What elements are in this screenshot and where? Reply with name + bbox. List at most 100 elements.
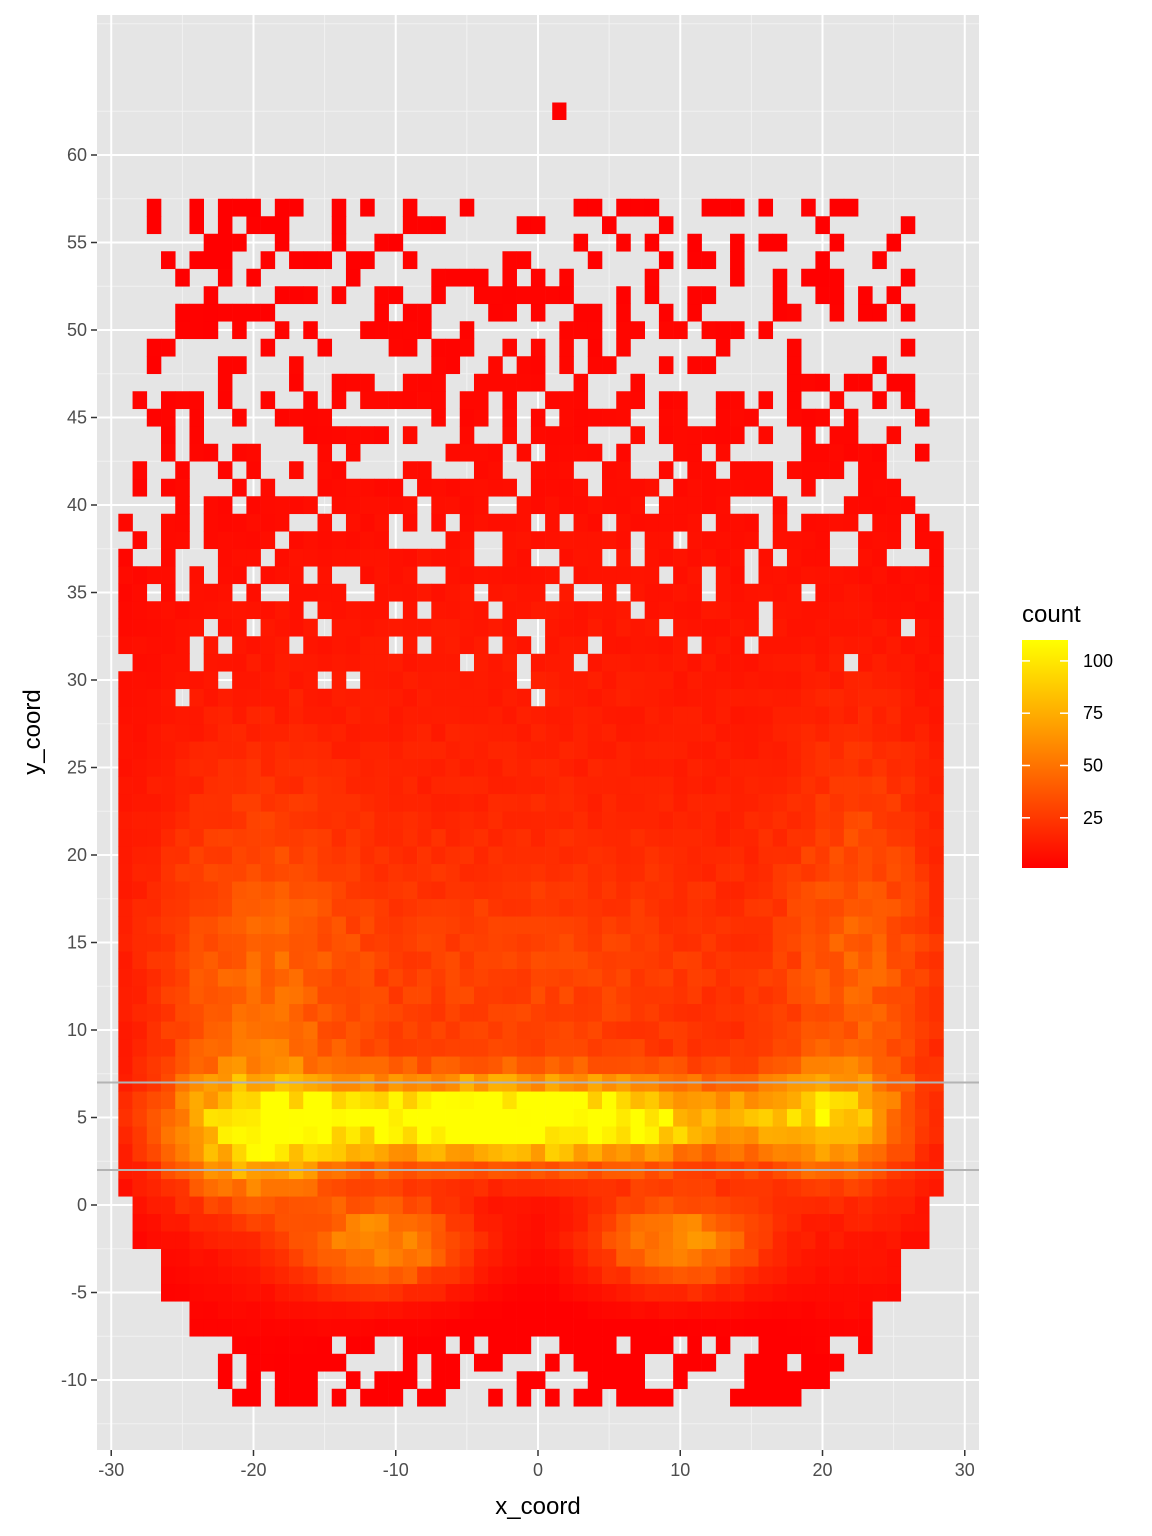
heatmap-tile bbox=[203, 916, 219, 935]
heatmap-tile bbox=[715, 968, 731, 987]
heatmap-tile bbox=[488, 1038, 503, 1057]
heatmap-tile bbox=[872, 461, 887, 480]
heatmap-tile bbox=[289, 1178, 304, 1197]
heatmap-tile bbox=[146, 1178, 162, 1197]
heatmap-tile bbox=[829, 583, 845, 602]
heatmap-tile bbox=[459, 391, 475, 410]
heatmap-tile bbox=[530, 303, 546, 322]
heatmap-tile bbox=[260, 618, 276, 637]
heatmap-tile bbox=[758, 1388, 774, 1407]
heatmap-tile bbox=[602, 706, 617, 725]
heatmap-tile bbox=[488, 811, 503, 830]
heatmap-tile bbox=[701, 1213, 717, 1232]
heatmap-tile bbox=[744, 1231, 759, 1250]
heatmap-tile bbox=[715, 1126, 731, 1145]
heatmap-tile bbox=[189, 758, 204, 777]
heatmap-tile bbox=[417, 671, 432, 690]
heatmap-tile bbox=[772, 618, 788, 637]
heatmap-tile bbox=[360, 601, 375, 620]
heatmap-tile bbox=[914, 618, 930, 637]
heatmap-tile bbox=[602, 846, 617, 865]
heatmap-tile bbox=[459, 1231, 475, 1250]
heatmap-tile bbox=[715, 723, 731, 742]
heatmap-tile bbox=[886, 793, 902, 812]
heatmap-tile bbox=[673, 601, 688, 620]
heatmap-tile bbox=[829, 1213, 845, 1232]
heatmap-tile bbox=[587, 408, 603, 427]
heatmap-tile bbox=[559, 1143, 574, 1162]
heatmap-tile bbox=[161, 1038, 176, 1057]
heatmap-tile bbox=[246, 531, 261, 550]
heatmap-tile bbox=[815, 1283, 830, 1302]
heatmap-tile bbox=[900, 1231, 916, 1250]
heatmap-tile bbox=[929, 933, 944, 952]
heatmap-tile bbox=[559, 1231, 574, 1250]
heatmap-tile bbox=[815, 268, 830, 287]
heatmap-tile bbox=[459, 548, 475, 567]
heatmap-tile bbox=[459, 513, 475, 532]
heatmap-tile bbox=[274, 1318, 290, 1337]
heatmap-tile bbox=[402, 636, 418, 655]
heatmap-tile bbox=[289, 986, 304, 1005]
heatmap-tile bbox=[872, 828, 887, 847]
heatmap-tile bbox=[658, 776, 674, 795]
heatmap-tile bbox=[730, 1388, 745, 1407]
heatmap-tile bbox=[274, 986, 290, 1005]
heatmap-tile bbox=[161, 951, 176, 970]
heatmap-tile bbox=[132, 776, 148, 795]
heatmap-tile bbox=[701, 933, 717, 952]
heatmap-tile bbox=[858, 1283, 873, 1302]
heatmap-tile bbox=[573, 846, 589, 865]
heatmap-tile bbox=[473, 601, 489, 620]
heatmap-tile bbox=[431, 828, 446, 847]
heatmap-tile bbox=[161, 986, 176, 1005]
heatmap-tile bbox=[616, 601, 631, 620]
heatmap-tile bbox=[260, 898, 276, 917]
heatmap-tile bbox=[303, 1353, 318, 1372]
heatmap-tile bbox=[445, 671, 461, 690]
heatmap-tile bbox=[488, 1108, 503, 1127]
heatmap-tile bbox=[587, 1143, 603, 1162]
heatmap-tile bbox=[317, 1213, 333, 1232]
heatmap-tile bbox=[516, 758, 532, 777]
heatmap-tile bbox=[118, 1091, 133, 1110]
heatmap-tile bbox=[801, 793, 816, 812]
heatmap-tile bbox=[644, 758, 660, 777]
heatmap-tile bbox=[459, 531, 475, 550]
heatmap-tile bbox=[559, 706, 574, 725]
heatmap-tile bbox=[858, 496, 873, 515]
heatmap-tile bbox=[431, 268, 446, 287]
heatmap-tile bbox=[175, 846, 190, 865]
heatmap-tile bbox=[730, 653, 745, 672]
heatmap-tile bbox=[886, 513, 902, 532]
heatmap-tile bbox=[232, 828, 247, 847]
heatmap-tile bbox=[203, 793, 219, 812]
heatmap-tile bbox=[559, 321, 574, 340]
heatmap-tile bbox=[900, 1126, 916, 1145]
heatmap-tile bbox=[360, 1283, 375, 1302]
heatmap-tile bbox=[203, 951, 219, 970]
heatmap-tile bbox=[616, 233, 631, 252]
heatmap-tile bbox=[516, 216, 532, 235]
heatmap-tile bbox=[730, 198, 745, 217]
heatmap-tile bbox=[858, 548, 873, 567]
heatmap-tile bbox=[616, 916, 631, 935]
heatmap-tile bbox=[616, 548, 631, 567]
heatmap-tile bbox=[829, 898, 845, 917]
heatmap-tile bbox=[815, 986, 830, 1005]
heatmap-tile bbox=[744, 671, 759, 690]
heatmap-tile bbox=[644, 671, 660, 690]
heatmap-tile bbox=[914, 1126, 930, 1145]
heatmap-tile bbox=[914, 846, 930, 865]
heatmap-tile bbox=[331, 688, 347, 707]
heatmap-tile bbox=[431, 1248, 446, 1267]
heatmap-tile bbox=[644, 1091, 660, 1110]
heatmap-tile bbox=[559, 1266, 574, 1285]
heatmap-tile bbox=[701, 758, 717, 777]
heatmap-tile bbox=[843, 776, 859, 795]
heatmap-tile bbox=[872, 758, 887, 777]
heatmap-tile bbox=[488, 653, 503, 672]
heatmap-tile bbox=[246, 1143, 261, 1162]
heatmap-tile bbox=[602, 618, 617, 637]
heatmap-tile bbox=[900, 933, 916, 952]
